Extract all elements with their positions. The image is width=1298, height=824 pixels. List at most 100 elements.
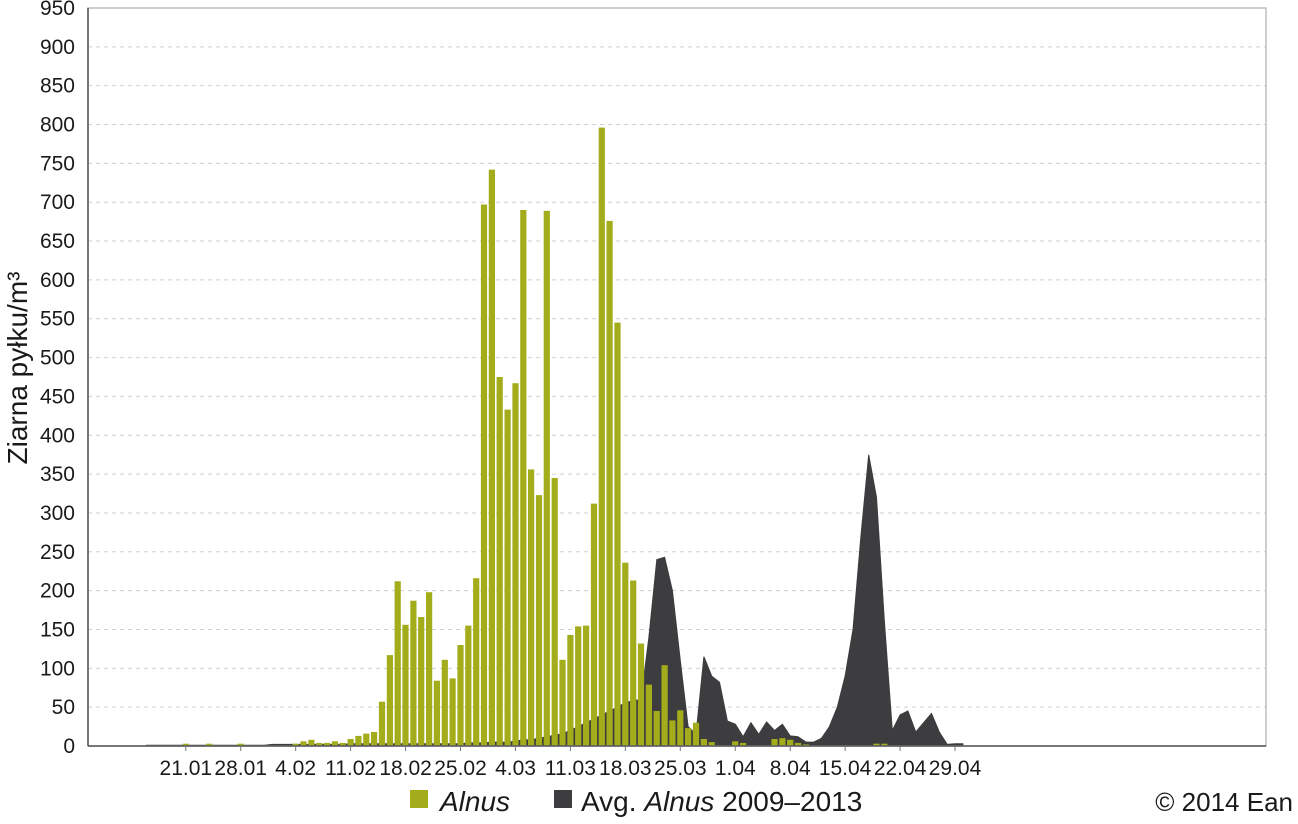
- x-tick-label: 25.02: [434, 757, 487, 780]
- alnus-bar: [677, 710, 684, 746]
- alnus-bar: [873, 743, 880, 746]
- x-tick-label: 4.03: [495, 757, 536, 780]
- alnus-bar: [520, 210, 527, 746]
- alnus-bar: [237, 743, 244, 746]
- legend-swatch-alnus: [410, 790, 428, 808]
- y-tick-label: 500: [40, 347, 75, 370]
- y-tick-label: 850: [40, 75, 75, 98]
- y-tick-label: 150: [40, 619, 75, 642]
- alnus-bar: [771, 739, 778, 746]
- alnus-bar: [598, 127, 605, 747]
- alnus-bar: [465, 625, 472, 746]
- alnus-bar: [418, 617, 425, 746]
- alnus-bar: [355, 735, 362, 746]
- y-tick-label: 650: [40, 230, 75, 253]
- legend-label-alnus: Alnus: [438, 786, 510, 817]
- alnus-bar: [732, 741, 739, 746]
- alnus-bar: [700, 739, 707, 746]
- y-tick-label: 800: [40, 114, 75, 137]
- alnus-bar: [614, 322, 621, 746]
- alnus-bars-layer: [182, 127, 888, 747]
- alnus-bar: [347, 739, 354, 746]
- x-tick-label: 21.01: [160, 757, 213, 780]
- copyright-notice: © 2014 Ean: [1155, 787, 1293, 817]
- alnus-bar: [300, 741, 307, 746]
- alnus-bar: [426, 592, 433, 746]
- alnus-bar: [363, 733, 370, 746]
- gridlines: [88, 7, 1266, 708]
- alnus-bar: [740, 742, 747, 746]
- alnus-bar: [637, 643, 645, 746]
- alnus-bar: [449, 678, 456, 746]
- alnus-bar: [622, 562, 629, 746]
- y-tick-label: 450: [40, 385, 75, 408]
- x-tick-label: 11.02: [325, 757, 376, 780]
- alnus-bar: [512, 383, 519, 746]
- y-tick-label: 350: [40, 463, 75, 486]
- alnus-bar: [551, 478, 558, 746]
- alnus-bar: [567, 634, 574, 746]
- alnus-bar: [488, 169, 495, 747]
- alnus-bar: [331, 741, 338, 746]
- alnus-bar: [386, 655, 393, 746]
- legend-label-alnus-italic: Alnus: [438, 786, 510, 817]
- legend-label-average: Avg. Alnus 2009–2013: [581, 786, 862, 817]
- alnus-bar: [575, 626, 582, 746]
- legend-swatch-average: [554, 790, 572, 808]
- alnus-bar: [559, 659, 566, 746]
- alnus-bar: [528, 469, 535, 746]
- average-area: [146, 454, 964, 747]
- alnus-bar: [378, 701, 386, 746]
- y-tick-label: 900: [40, 36, 75, 59]
- x-tick-label: 18.03: [599, 757, 652, 780]
- alnus-bar: [339, 742, 346, 746]
- y-tick-label: 250: [40, 541, 75, 564]
- y-tick-label: 600: [40, 269, 75, 292]
- alnus-bar: [316, 742, 323, 746]
- x-tick-label: 11.03: [545, 757, 596, 780]
- alnus-bar: [535, 495, 543, 746]
- alnus-bar: [323, 742, 331, 746]
- y-tick-label: 400: [40, 424, 75, 447]
- alnus-bar: [394, 581, 401, 746]
- y-tick-label: 300: [40, 502, 75, 525]
- x-tick-label: 25.03: [654, 757, 707, 780]
- y-tick-label: 750: [40, 152, 75, 175]
- alnus-bar: [794, 742, 802, 746]
- alnus-bar: [206, 743, 213, 746]
- alnus-bar: [410, 600, 417, 746]
- alnus-bar: [669, 720, 676, 746]
- alnus-bar: [441, 659, 448, 746]
- alnus-bar: [402, 624, 409, 746]
- alnus-bar: [692, 722, 700, 746]
- x-tick-label: 8.04: [770, 757, 811, 780]
- alnus-bar: [606, 220, 613, 746]
- y-tick-label: 950: [40, 0, 75, 20]
- alnus-bar: [480, 204, 488, 746]
- alnus-bar: [504, 409, 511, 746]
- alnus-bar: [779, 738, 786, 746]
- y-axis-label: Ziarna pyłku/m³: [2, 272, 33, 465]
- alnus-bar: [182, 743, 189, 746]
- alnus-bar: [787, 739, 794, 746]
- alnus-bar: [457, 645, 464, 746]
- alnus-bar: [685, 728, 692, 746]
- y-tick-label: 200: [40, 580, 75, 603]
- x-tick-label: 15.04: [819, 757, 872, 780]
- alnus-bar: [371, 732, 378, 746]
- alnus-bar: [802, 744, 809, 746]
- alnus-bar: [473, 578, 480, 746]
- x-tick-label: 28.01: [214, 757, 267, 780]
- alnus-bar: [583, 625, 590, 746]
- legend-label-average-prefix: Avg.: [581, 786, 644, 817]
- alnus-bar: [433, 680, 440, 746]
- legend-label-average-suffix: 2009–2013: [714, 786, 862, 817]
- alnus-bar: [881, 743, 888, 746]
- alnus-bar: [645, 684, 652, 746]
- alnus-bar: [496, 377, 503, 746]
- x-tick-label: 4.02: [275, 757, 316, 780]
- axes: [87, 7, 1267, 747]
- x-tick-label: 29.04: [929, 757, 982, 780]
- alnus-bar: [292, 743, 299, 746]
- alnus-bar: [590, 503, 598, 746]
